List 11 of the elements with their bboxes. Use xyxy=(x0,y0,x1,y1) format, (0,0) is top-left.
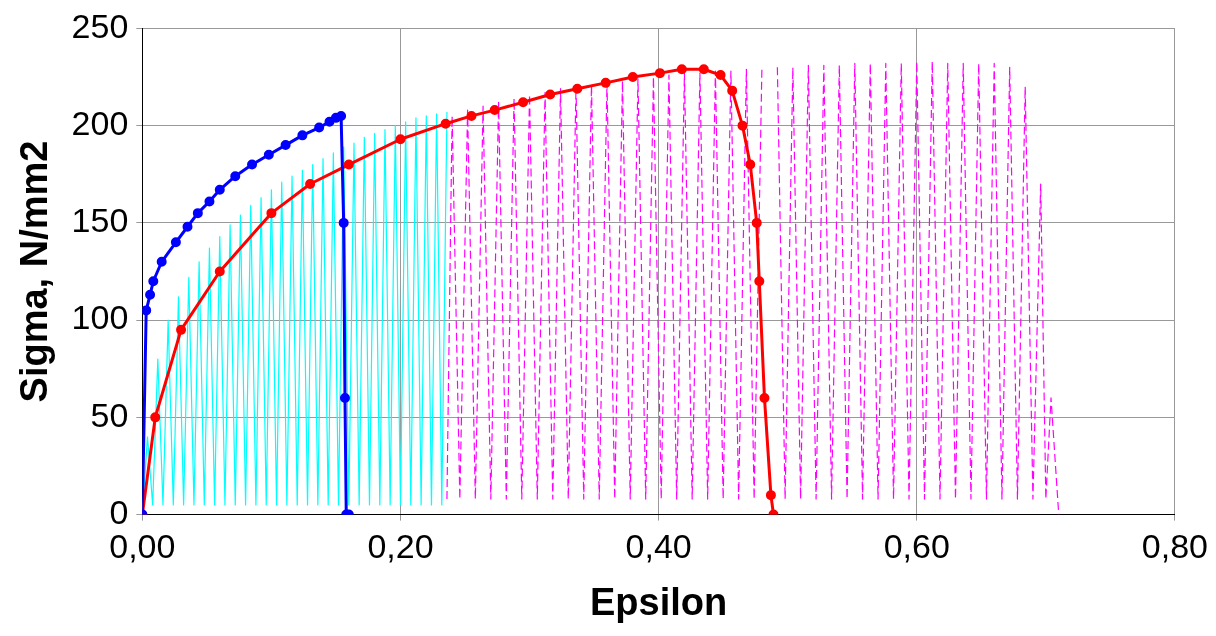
y-tick-label: 250 xyxy=(71,6,129,45)
y-tick-label: 100 xyxy=(71,298,129,337)
x-tick-label: 0,80 xyxy=(1141,527,1209,566)
x-tick-label: 0,40 xyxy=(625,527,692,566)
y-tick-label: 150 xyxy=(71,201,129,240)
y-tick-label: 50 xyxy=(90,395,129,434)
y-axis-title: Sigma, N/mm2 xyxy=(13,140,56,403)
x-tick-label: 0,20 xyxy=(367,527,434,566)
x-tick-label: 0,60 xyxy=(883,527,950,566)
y-tick-label: 200 xyxy=(71,104,129,143)
x-axis-title: Epsilon xyxy=(590,580,728,623)
